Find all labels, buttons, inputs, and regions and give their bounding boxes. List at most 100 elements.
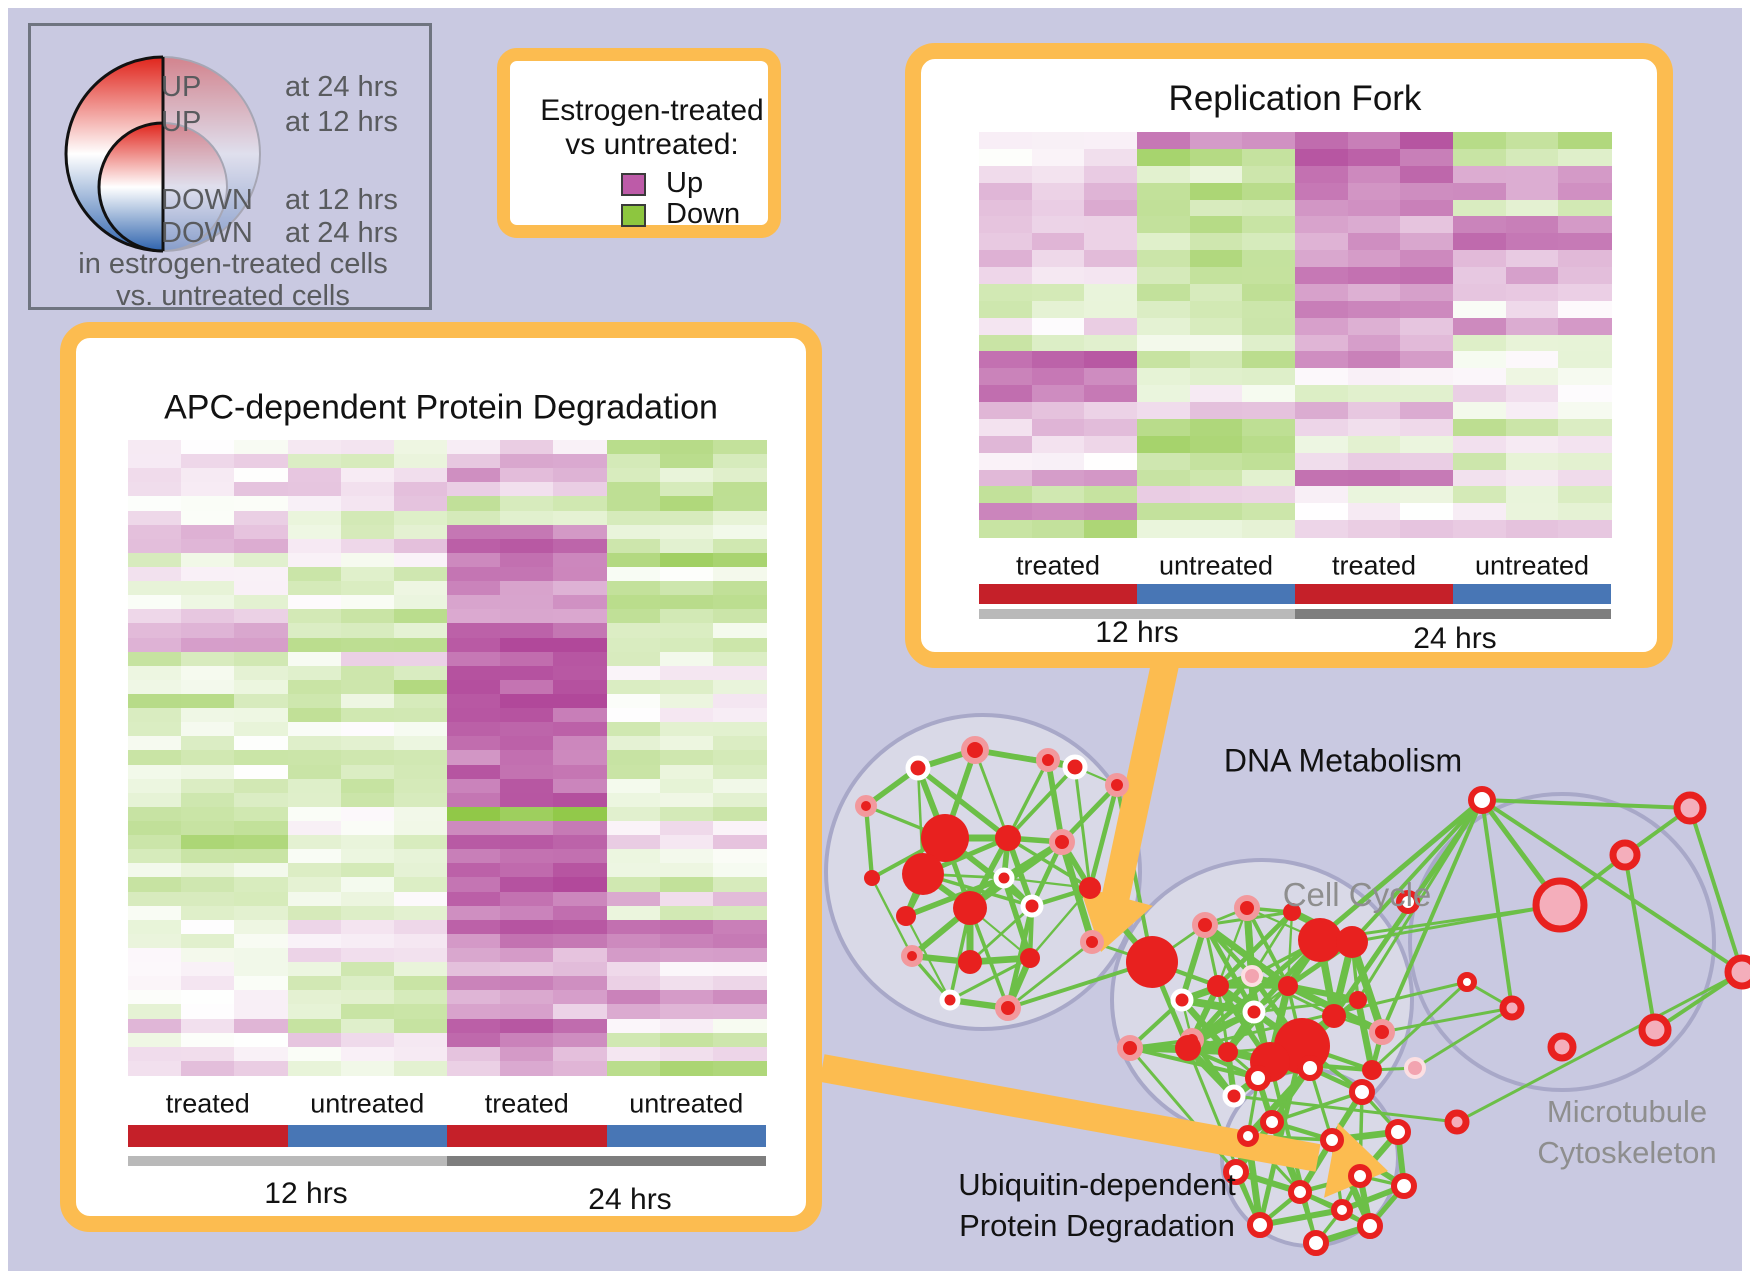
gene-node[interactable] [1242,1000,1266,1024]
heatmap-cell [1242,148,1296,167]
gene-node[interactable] [1237,1125,1259,1147]
gene-node[interactable] [1192,912,1218,938]
gene-node[interactable] [1303,1230,1329,1256]
gene-node[interactable] [1336,926,1368,958]
heatmap-cell [553,919,608,935]
gene-node[interactable] [958,950,982,974]
heatmap-cell [1505,385,1559,403]
gene-node[interactable] [1638,1013,1672,1047]
heatmap-cell [1453,182,1507,201]
gene-node[interactable] [864,870,880,886]
updown-legend-title-line2: vs untreated: [565,128,739,161]
heatmap-cell [553,736,608,752]
gene-node[interactable] [1260,1110,1284,1134]
gene-node[interactable] [1223,1159,1249,1185]
gene-node[interactable] [1020,894,1044,918]
gene-node[interactable] [1362,1060,1382,1080]
heatmap-cell [500,595,554,610]
gene-node[interactable] [855,795,877,817]
gene-node[interactable] [1297,1055,1323,1081]
heatmap-cell [128,468,182,483]
gene-node[interactable] [1724,954,1750,990]
heatmap-cell [287,581,342,596]
heatmap-cell [181,877,235,893]
gene-node[interactable] [1499,995,1525,1021]
gene-node[interactable] [1673,791,1707,825]
gene-node[interactable] [1245,1065,1271,1091]
gene-node[interactable] [905,755,931,781]
gene-node[interactable] [1278,976,1298,996]
gene-node[interactable] [961,736,989,764]
gene-node[interactable] [1079,877,1101,899]
gene-node[interactable] [1320,1128,1344,1152]
gene-node[interactable] [1457,972,1477,992]
gene-node[interactable] [1331,1199,1353,1221]
heatmap-cell [128,637,182,653]
gene-node[interactable] [995,995,1021,1021]
gene-node[interactable] [1247,1212,1273,1238]
gene-node[interactable] [901,945,923,967]
gene-node[interactable] [1170,988,1194,1012]
gene-node[interactable] [939,989,961,1011]
gene-node[interactable] [896,906,916,926]
heatmap-cell [181,736,235,752]
heatmap-cell [287,708,342,723]
gene-node[interactable] [1348,1164,1372,1188]
gene-node[interactable] [1298,918,1342,962]
heatmap-cell [979,520,1033,538]
heatmap-cell [181,849,235,864]
edge [1480,798,1744,974]
heatmap-cell [659,510,714,526]
gene-node[interactable] [1322,1004,1346,1028]
heatmap-cell [287,990,342,1006]
gene-node[interactable] [1020,948,1040,968]
gene-node[interactable] [1175,1035,1201,1061]
gene-node[interactable] [1349,991,1367,1009]
gene-node[interactable] [921,814,969,862]
gene-node[interactable] [1234,895,1260,921]
heatmap-cell [712,891,767,907]
gene-node[interactable] [1547,1032,1577,1062]
gene-node[interactable] [902,853,944,895]
gene-node[interactable] [1396,890,1420,914]
gene-node[interactable] [1532,877,1588,933]
heatmap-cell [1400,148,1454,167]
gene-node[interactable] [1218,1042,1238,1062]
gene-node[interactable] [1080,930,1104,954]
heatmap-cell [1505,199,1559,217]
gene-node[interactable] [1288,1180,1312,1204]
gene-node[interactable] [1391,1173,1417,1199]
heatmap-cell [500,778,554,794]
gene-node[interactable] [1062,754,1088,780]
gene-node[interactable] [1468,786,1496,814]
gene-node[interactable] [1117,1035,1143,1061]
gene-node[interactable] [1222,1084,1246,1108]
heatmap-cell [340,976,395,991]
gene-node[interactable] [1283,903,1301,921]
gene-node[interactable] [1404,1057,1426,1079]
gene-node[interactable] [1126,936,1178,988]
heatmap-cell [1400,503,1454,521]
gene-node[interactable] [1444,1109,1470,1135]
gene-node[interactable] [1357,1213,1383,1239]
heatmap-cell [287,595,342,610]
heatmap-cell [393,849,448,864]
gene-node[interactable] [1385,1119,1411,1145]
gene-node[interactable] [995,825,1021,851]
gene-node[interactable] [1207,975,1229,997]
heatmap-cell [606,990,661,1006]
heatmap-cell [393,722,448,737]
heatmap-cell [712,877,767,893]
gene-node[interactable] [1049,829,1075,855]
gene-node[interactable] [1241,965,1263,987]
gene-node[interactable] [1036,748,1060,772]
gene-node[interactable] [1105,773,1129,797]
gene-node[interactable] [1369,1019,1395,1045]
heatmap-cell [1189,300,1243,319]
gene-node[interactable] [1609,839,1641,871]
gene-node[interactable] [953,891,987,925]
gene-node[interactable] [1349,1079,1375,1105]
heatmap-cell [340,962,395,977]
gene-node[interactable] [993,867,1015,889]
edge [969,904,1033,964]
